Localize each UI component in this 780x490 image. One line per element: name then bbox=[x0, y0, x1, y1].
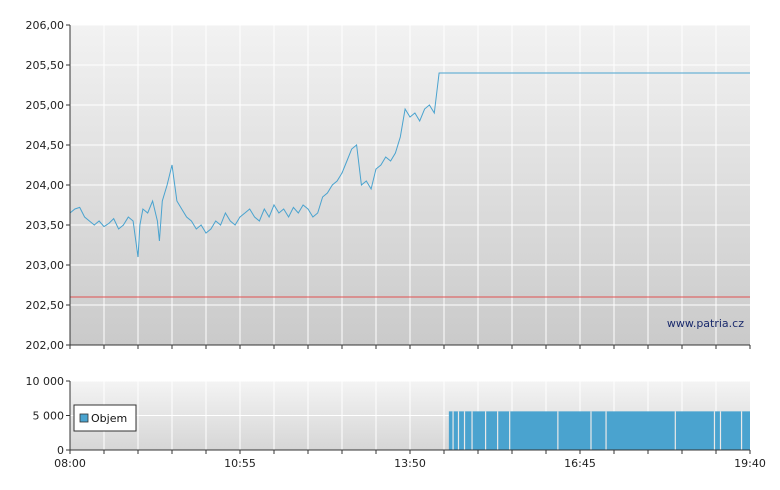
legend-label-objem: Objem bbox=[91, 412, 127, 425]
volume-bar-gap bbox=[590, 411, 592, 450]
watermark: www.patria.cz bbox=[667, 317, 744, 330]
price-grid bbox=[70, 24, 750, 345]
volume-bar-gap bbox=[509, 411, 511, 450]
volume-panel: 10 000 5 000 0 08:00 10:55 13:50 16:45 19:40 O… bbox=[26, 375, 766, 470]
volume-bar-gap bbox=[463, 411, 466, 450]
legend-swatch bbox=[79, 413, 89, 423]
volume-bar-gap bbox=[497, 411, 499, 450]
x-tick-label: 13:50 bbox=[394, 457, 426, 470]
price-y-tick-label: 203,50 bbox=[26, 219, 65, 232]
volume-y-axis: 10 000 5 000 0 bbox=[26, 375, 70, 457]
volume-y-tick-label: 10 000 bbox=[26, 375, 65, 388]
volume-bar-gap bbox=[471, 411, 473, 450]
volume-bar-gap bbox=[605, 411, 607, 450]
volume-y-tick-label: 0 bbox=[57, 444, 64, 457]
price-y-tick-label: 205,00 bbox=[26, 99, 65, 112]
volume-bar-gap bbox=[674, 411, 676, 450]
volume-bar-gap bbox=[452, 411, 454, 450]
price-series-line bbox=[69, 72, 750, 258]
price-y-tick-label: 204,00 bbox=[26, 179, 65, 192]
price-y-tick-label: 203,00 bbox=[26, 259, 65, 272]
price-y-tick-label: 204,50 bbox=[26, 139, 65, 152]
volume-bar-gap bbox=[457, 411, 460, 450]
price-x-tick-marks bbox=[69, 345, 751, 349]
volume-bars bbox=[448, 411, 750, 450]
volume-bar-gap bbox=[484, 411, 487, 450]
volume-bar-gap bbox=[713, 411, 716, 450]
x-tick-label: 16:45 bbox=[564, 457, 596, 470]
volume-bar-gap bbox=[740, 411, 743, 450]
price-y-axis: 206,00 205,50 205,00 204,50 204,00 203,50 203,… bbox=[26, 19, 70, 352]
volume-bar-gap bbox=[557, 411, 559, 450]
legend: Objem bbox=[73, 404, 137, 432]
price-y-tick-label: 202,00 bbox=[26, 339, 65, 352]
x-axis: 08:00 10:55 13:50 16:45 19:40 bbox=[54, 450, 766, 470]
price-panel: 206,00 205,50 205,00 204,50 204,00 203,50 203,… bbox=[26, 19, 751, 352]
x-tick-label: 10:55 bbox=[224, 457, 256, 470]
x-tick-label: 08:00 bbox=[54, 457, 86, 470]
x-tick-label: 19:40 bbox=[734, 457, 766, 470]
price-y-tick-label: 205,50 bbox=[26, 59, 65, 72]
price-y-tick-label: 206,00 bbox=[26, 19, 65, 32]
volume-bar bbox=[448, 411, 750, 450]
volume-bar-gap bbox=[719, 411, 722, 450]
price-y-tick-label: 202,50 bbox=[26, 299, 65, 312]
volume-y-tick-label: 5 000 bbox=[33, 410, 65, 423]
